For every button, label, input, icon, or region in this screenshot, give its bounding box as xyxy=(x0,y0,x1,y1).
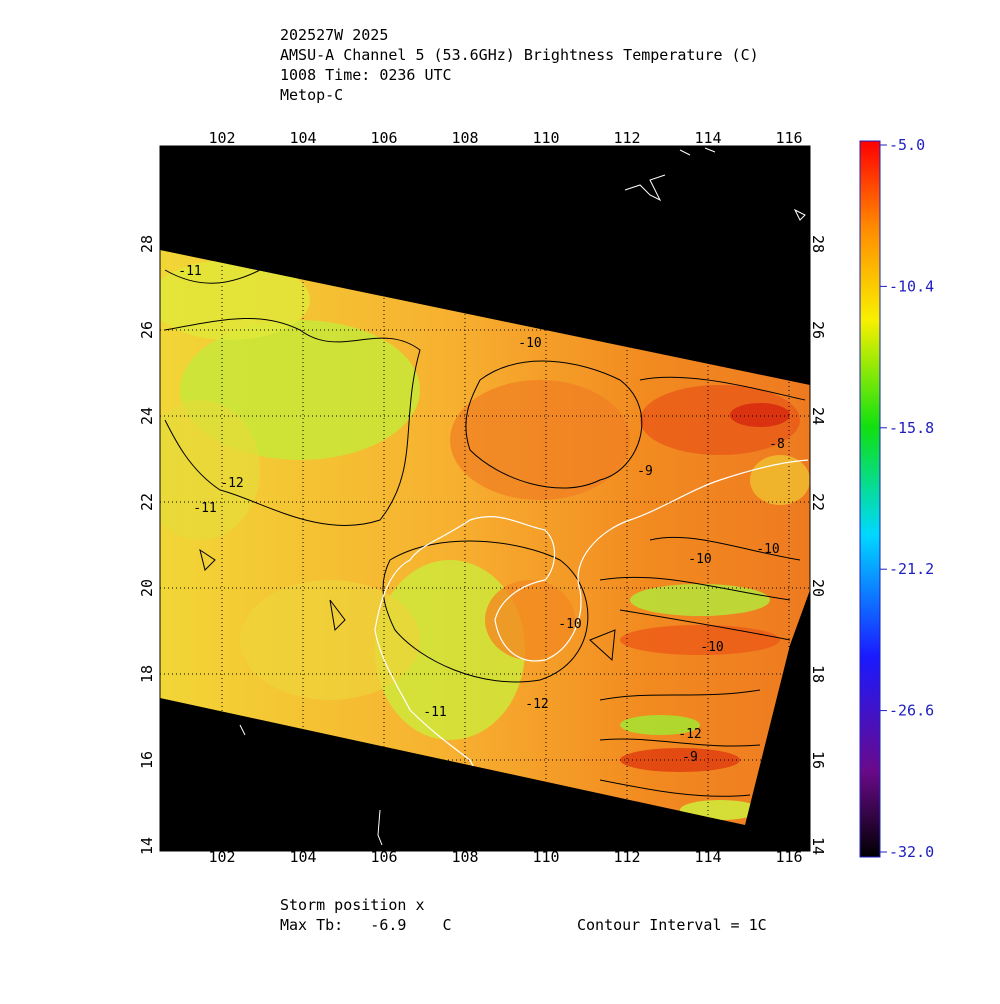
lon-label-top: 108 xyxy=(451,129,478,147)
map-axes: 102 102 104 104 106 106 108 108 110 110 112 112 114 1… xyxy=(138,129,827,866)
lat-label-left: 18 xyxy=(138,665,156,683)
lon-label-bottom: 106 xyxy=(370,848,397,866)
contour-label: -12 xyxy=(678,727,701,742)
lon-label-top: 102 xyxy=(208,129,235,147)
contour-label: -11 xyxy=(423,705,446,720)
lon-label-bottom: 108 xyxy=(451,848,478,866)
header-line: 202527W 2025 xyxy=(280,26,388,44)
lon-label-bottom: 102 xyxy=(208,848,235,866)
lat-label-left: 26 xyxy=(138,321,156,339)
lat-label-right: 22 xyxy=(809,493,827,511)
lat-label-left: 24 xyxy=(138,407,156,425)
lat-label-left: 14 xyxy=(138,837,156,855)
header-line: 1008 Time: 0236 UTC xyxy=(280,66,452,84)
lon-label-top: 114 xyxy=(694,129,721,147)
header-line: AMSU-A Channel 5 (53.6GHz) Brightness Te… xyxy=(280,46,759,64)
lat-label-right: 16 xyxy=(809,751,827,769)
lat-label-left: 16 xyxy=(138,751,156,769)
max-tb: Max Tb: -6.9 C xyxy=(280,916,452,934)
lon-label-bottom: 104 xyxy=(289,848,316,866)
contour-labels: -11 -10 -12 -11 -9 -8 -10 -10 -10 -10 -12 -11 -12 -9 xyxy=(178,264,785,765)
contour-label: -11 xyxy=(193,501,216,516)
lat-label-right: 24 xyxy=(809,407,827,425)
contour-label: -12 xyxy=(220,476,243,491)
lon-label-bottom: 116 xyxy=(775,848,802,866)
lon-label-top: 112 xyxy=(613,129,640,147)
contour-label: -10 xyxy=(700,640,723,655)
storm-position: Storm position x xyxy=(280,896,425,914)
contour-label: -10 xyxy=(688,552,711,567)
lon-label-bottom: 114 xyxy=(694,848,721,866)
contour-label: -9 xyxy=(682,750,698,765)
colorbar-label: -5.0 xyxy=(889,136,925,154)
colorbar-label: -21.2 xyxy=(889,560,934,578)
lon-label-top: 106 xyxy=(370,129,397,147)
contour-label: -10 xyxy=(756,542,779,557)
colorbar-labels: -5.0 -10.4 -15.8 -21.2 -26.6 -32.0 xyxy=(880,136,934,861)
lat-label-left: 22 xyxy=(138,493,156,511)
contour-label: -8 xyxy=(769,437,785,452)
header: 202527W 2025 AMSU-A Channel 5 (53.6GHz) B… xyxy=(280,26,759,104)
lon-label-bottom: 112 xyxy=(613,848,640,866)
colorbar-label: -10.4 xyxy=(889,277,934,295)
lon-label-bottom: 110 xyxy=(532,848,559,866)
colorbar xyxy=(859,140,881,858)
lat-label-right: 14 xyxy=(809,837,827,855)
lat-label-right: 28 xyxy=(809,235,827,253)
colorbar-label: -15.8 xyxy=(889,419,934,437)
coastline-outside xyxy=(239,147,806,846)
lon-label-top: 104 xyxy=(289,129,316,147)
contour-label: -10 xyxy=(558,617,581,632)
contour-label: -12 xyxy=(525,697,548,712)
lon-label-top: 110 xyxy=(532,129,559,147)
lat-label-left: 28 xyxy=(138,235,156,253)
map-frame xyxy=(159,145,811,852)
contour-label: -10 xyxy=(518,336,541,351)
contour-interval: Contour Interval = 1C xyxy=(577,916,767,934)
lat-label-left: 20 xyxy=(138,579,156,597)
lat-label-right: 20 xyxy=(809,579,827,597)
colorbar-label: -26.6 xyxy=(889,702,934,720)
contour-label: -11 xyxy=(178,264,201,279)
contour-label: -9 xyxy=(637,464,653,479)
lat-label-right: 18 xyxy=(809,665,827,683)
lat-label-right: 26 xyxy=(809,321,827,339)
colorbar-label: -32.0 xyxy=(889,843,934,861)
lon-label-top: 116 xyxy=(775,129,802,147)
header-line: Metop-C xyxy=(280,86,343,104)
